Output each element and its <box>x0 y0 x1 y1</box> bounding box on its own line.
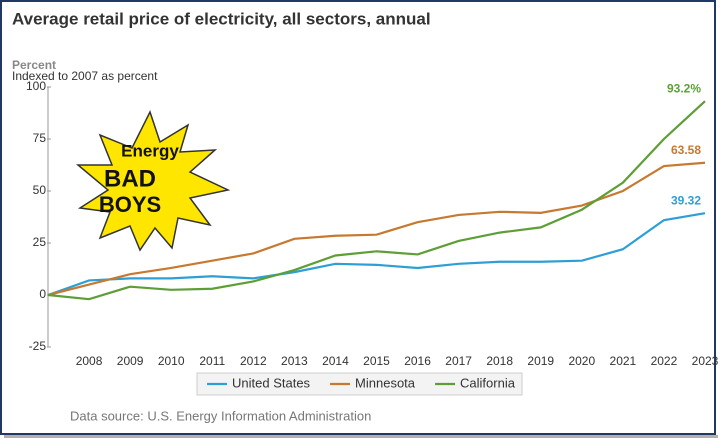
x-tick-label: 2018 <box>486 354 513 368</box>
legend-label: United States <box>232 375 311 390</box>
x-tick-label: 2021 <box>610 354 637 368</box>
x-tick-label: 2022 <box>651 354 678 368</box>
y-tick-label: 50 <box>33 183 47 197</box>
x-tick-label: 2009 <box>117 354 144 368</box>
logo-text: BAD <box>104 165 156 192</box>
x-tick-label: 2023 <box>692 354 719 368</box>
y-tick-label: 0 <box>39 287 46 301</box>
series-line <box>47 100 706 301</box>
x-tick-label: 2017 <box>445 354 472 368</box>
data-label: 39.32 <box>671 193 701 207</box>
logo: Energy BAD BOYS <box>75 110 231 252</box>
x-tick-label: 2008 <box>76 354 103 368</box>
x-tick-label: 2014 <box>322 354 349 368</box>
series-line <box>47 212 706 297</box>
source-note: Data source: U.S. Energy Information Adm… <box>70 408 371 423</box>
x-tick-label: 2010 <box>158 354 185 368</box>
y-tick-label: 25 <box>33 235 47 249</box>
frame-shadow <box>4 435 718 438</box>
logo-burst <box>75 110 231 252</box>
x-tick-label: 2016 <box>404 354 431 368</box>
subtitle: Indexed to 2007 as percent <box>12 69 158 83</box>
logo-text: Energy <box>121 141 179 160</box>
y-tick-label: -25 <box>29 339 47 353</box>
legend-label: California <box>460 375 516 390</box>
x-tick-label: 2013 <box>281 354 308 368</box>
logo-text: BOYS <box>99 192 161 217</box>
data-label: 93.2% <box>667 81 701 95</box>
legend-box <box>196 372 523 396</box>
x-tick-label: 2012 <box>240 354 267 368</box>
y-axis-label: Percent <box>12 58 56 72</box>
x-tick-label: 2011 <box>199 354 225 368</box>
x-tick-label: 2019 <box>527 354 554 368</box>
x-tick-label: 2015 <box>363 354 390 368</box>
y-tick-label: 75 <box>33 131 47 145</box>
y-tick-label: 100 <box>26 79 46 93</box>
data-label: 63.58 <box>671 143 701 157</box>
x-tick-label: 2020 <box>568 354 595 368</box>
chart-title: Average retail price of electricity, all… <box>12 9 431 28</box>
legend-label: Minnesota <box>355 375 416 390</box>
